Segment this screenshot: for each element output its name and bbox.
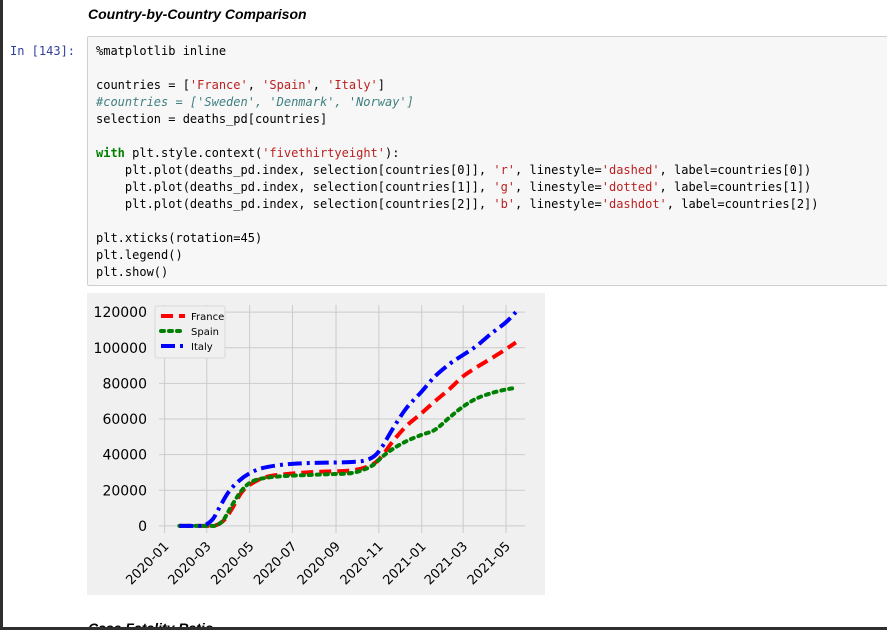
code-cell-editor[interactable]: %matplotlib inline countries = ['France'… [87, 36, 887, 286]
output-area: 0 20000 40000 60000 80000 100000 120000 2020-01… [87, 293, 545, 595]
code-line: %matplotlib inline [96, 44, 227, 58]
code-line: plt.xticks(rotation=45) [96, 231, 263, 245]
section-heading: Country-by-Country Comparison [88, 6, 307, 22]
bottom-divider [0, 627, 887, 630]
y-tick-label: 80000 [102, 376, 147, 392]
code-line: plt.plot(deaths_pd.index, selection[coun… [96, 180, 812, 194]
y-tick-label: 120000 [94, 305, 147, 321]
series-line-spain [177, 385, 518, 528]
code-line: with plt.style.context('fivethirtyeight'… [96, 146, 400, 160]
code-line: plt.show() [96, 265, 169, 279]
code-line: #countries = ['Sweden', 'Denmark', 'Norw… [96, 95, 414, 109]
y-tick-label: 60000 [102, 412, 147, 428]
input-prompt: In [143]: [10, 44, 76, 58]
code-line: countries = ['France', 'Spain', 'Italy'] [96, 78, 386, 92]
y-tick-label: 20000 [102, 483, 147, 499]
legend-label-france: France [191, 312, 224, 323]
cell-selection-bar [0, 0, 3, 630]
code-line: plt.legend() [96, 248, 183, 262]
code-line: plt.plot(deaths_pd.index, selection[coun… [96, 197, 819, 211]
next-section-heading: Case Fatality Ratio [88, 620, 214, 628]
legend-label-spain: Spain [191, 327, 219, 338]
y-tick-label: 40000 [102, 448, 147, 464]
code-text[interactable]: %matplotlib inline countries = ['France'… [96, 43, 819, 281]
line-chart: 0200004000060000800001000001200002020-01… [87, 293, 545, 595]
code-line: selection = deaths_pd[countries] [96, 112, 328, 126]
y-tick-label: 0 [138, 519, 147, 535]
legend-label-italy: Italy [191, 342, 213, 353]
y-tick-label: 100000 [94, 341, 147, 357]
code-line: plt.plot(deaths_pd.index, selection[coun… [96, 163, 812, 177]
series-line-italy [179, 310, 518, 528]
